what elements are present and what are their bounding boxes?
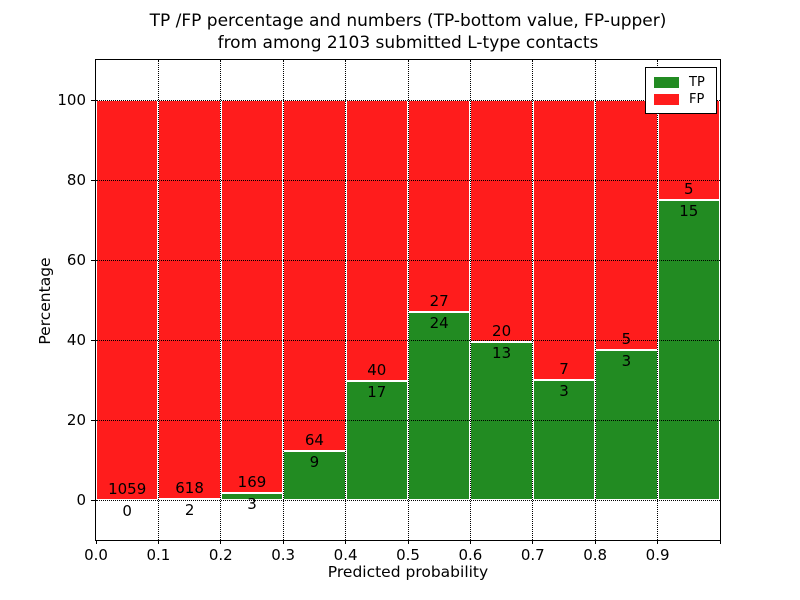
y-tick [91, 419, 95, 421]
x-tick [220, 540, 222, 544]
fp-bar [470, 100, 533, 343]
x-tick-label: 0.2 [208, 546, 233, 564]
fp-legend-label: FP [689, 92, 705, 107]
tp-bar [595, 350, 658, 500]
y-tick [91, 499, 95, 501]
x-tick-label: 0.8 [583, 546, 608, 564]
tp-count-label: 3 [559, 382, 569, 400]
fp-count-label: 7 [559, 360, 569, 378]
x-tick [594, 540, 596, 544]
x-tick-label: 0.4 [333, 546, 358, 564]
tp-count-label: 17 [367, 382, 387, 401]
gridline-v [157, 60, 159, 540]
fp-count-label: 1059 [108, 480, 147, 498]
tp-legend-label: TP [689, 75, 705, 90]
fp-count-label: 5 [621, 330, 632, 348]
x-tick [407, 540, 409, 544]
tp-count-label: 13 [492, 344, 512, 363]
y-tick-label: 100 [57, 91, 86, 109]
tp-count-label: 3 [247, 495, 257, 514]
y-tick [91, 339, 95, 341]
x-tick [657, 540, 659, 544]
x-tick [157, 540, 159, 544]
tp-legend-swatch [654, 77, 679, 88]
gridline-h [96, 499, 720, 501]
gridline-v [657, 60, 659, 540]
fp-bar [408, 100, 471, 312]
y-tick-label: 80 [66, 171, 86, 189]
chart-title: TP /FP percentage and numbers (TP-bottom… [8, 10, 800, 54]
x-tick-label: 0.6 [458, 546, 483, 564]
x-tick [469, 540, 471, 544]
plot-area: TP FP 1059 0 618 2 169 3 64 9 40 17 27 24 20 13 7 3 5 3 5 1… [91, 59, 721, 544]
fp-count-label: 5 [684, 180, 694, 198]
x-axis-label: Predicted probability [327, 563, 489, 581]
tp-bar [283, 450, 346, 500]
fp-bar [657, 100, 720, 200]
x-tick [532, 540, 534, 544]
gridline-v [469, 60, 471, 540]
tp-bar [345, 380, 408, 500]
y-tick-label: 20 [66, 411, 86, 429]
x-tick [345, 540, 347, 544]
tp-count-label: 3 [621, 352, 632, 370]
fp-bar [283, 100, 346, 451]
gridline-h [96, 339, 720, 341]
gridline-v [345, 60, 347, 540]
tp-count-label: 9 [309, 452, 320, 471]
fp-count-label: 169 [237, 473, 267, 492]
y-tick-label: 40 [66, 331, 86, 349]
tp-bar [408, 311, 471, 500]
x-tick [95, 540, 97, 544]
fp-bar [345, 100, 408, 381]
chart-title-line2: from among 2103 submitted L-type contact… [217, 33, 599, 53]
x-tick-label: 0.7 [520, 546, 545, 564]
gridline-v [220, 60, 222, 540]
gridline-h [96, 179, 720, 181]
fp-count-label: 64 [304, 430, 324, 449]
gridline-v [407, 60, 409, 540]
gridline-h [96, 419, 720, 421]
gridline-v [282, 60, 284, 540]
gridline-v [532, 60, 534, 540]
fp-count-label: 27 [429, 291, 449, 310]
fp-bar [158, 100, 221, 499]
tp-count-label: 15 [679, 202, 699, 220]
gridline-h [96, 259, 720, 261]
y-axis-label: Percentage [36, 257, 54, 345]
x-tick [719, 540, 721, 544]
tp-count-label: 2 [184, 500, 195, 519]
y-tick [91, 179, 95, 181]
fp-count-label: 618 [175, 478, 204, 497]
tp-bar [657, 200, 720, 500]
x-tick-label: 0.1 [146, 546, 171, 564]
x-tick [282, 540, 284, 544]
tp-count-label: 24 [429, 313, 449, 332]
tp-bar [220, 493, 284, 500]
fp-bar [532, 100, 596, 380]
fp-count-label: 20 [492, 322, 512, 341]
x-tick-label: 0.9 [645, 546, 670, 564]
fp-bar [220, 100, 284, 494]
y-tick [91, 259, 95, 261]
y-tick [91, 99, 95, 101]
chart-title-line1: TP /FP percentage and numbers (TP-bottom… [149, 11, 667, 31]
fp-legend-swatch [654, 94, 679, 105]
tp-count-label: 0 [122, 502, 132, 520]
fp-count-label: 40 [367, 360, 387, 379]
fp-bar [595, 100, 658, 350]
y-tick-label: 60 [66, 251, 86, 269]
gridline-v [594, 60, 596, 540]
tp-bar [470, 342, 533, 500]
x-tick-label: 0.5 [396, 546, 420, 564]
legend-entry-tp: TP [646, 74, 716, 91]
gridline-h [96, 99, 720, 101]
x-tick-label: 0.0 [84, 546, 108, 564]
legend: TP FP [645, 67, 717, 114]
fp-bar [96, 100, 159, 500]
y-tick-label: 0 [76, 491, 86, 509]
x-tick-label: 0.3 [271, 546, 296, 564]
legend-entry-fp: FP [646, 91, 716, 108]
